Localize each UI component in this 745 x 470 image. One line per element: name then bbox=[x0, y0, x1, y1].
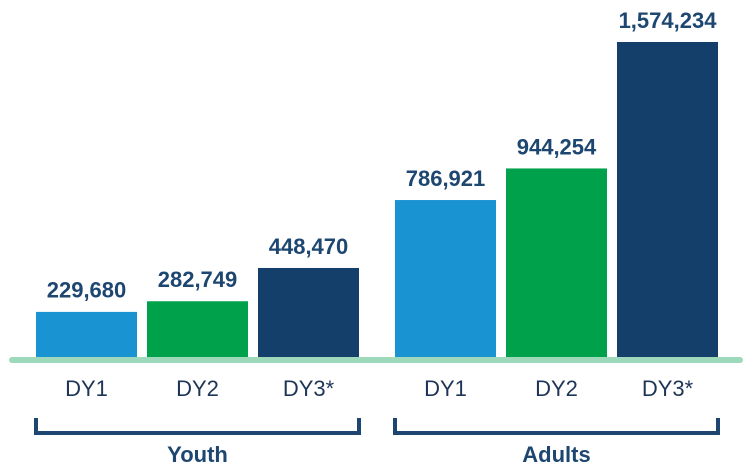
category-label: DY3* bbox=[283, 376, 335, 401]
value-label: 944,254 bbox=[517, 134, 597, 159]
bar bbox=[506, 168, 607, 358]
category-label: DY2 bbox=[535, 376, 578, 401]
category-label: DY1 bbox=[424, 376, 467, 401]
bar bbox=[36, 311, 137, 358]
category-label: DY3* bbox=[642, 376, 694, 401]
value-label: 1,574,234 bbox=[619, 8, 718, 33]
bar bbox=[617, 42, 718, 358]
bar bbox=[147, 301, 248, 358]
bar bbox=[395, 200, 496, 358]
group-bracket bbox=[34, 418, 361, 435]
bar bbox=[258, 267, 359, 358]
group-label: Adults bbox=[522, 442, 590, 467]
group-label: Youth bbox=[167, 442, 228, 467]
value-label: 282,749 bbox=[158, 267, 238, 292]
group-bracket bbox=[393, 418, 720, 435]
value-label: 448,470 bbox=[269, 234, 349, 259]
value-label: 229,680 bbox=[47, 278, 127, 303]
value-label: 786,921 bbox=[406, 166, 486, 191]
category-label: DY1 bbox=[65, 376, 108, 401]
category-label: DY2 bbox=[176, 376, 219, 401]
